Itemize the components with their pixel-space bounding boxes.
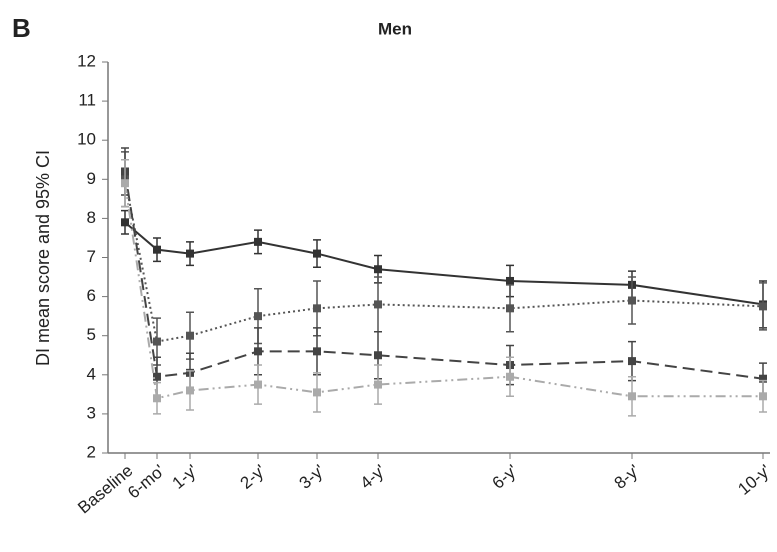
marker	[254, 347, 262, 356]
marker	[374, 380, 382, 389]
panel-label: B	[12, 13, 31, 43]
marker	[153, 394, 161, 403]
marker	[759, 392, 767, 401]
x-tick-label: 3-y'	[296, 461, 329, 493]
y-tick-label: 8	[87, 208, 96, 227]
x-tick-label: 2-y'	[237, 461, 270, 493]
marker	[186, 331, 194, 340]
marker	[628, 392, 636, 401]
marker	[313, 304, 321, 313]
marker	[374, 351, 382, 360]
y-tick-label: 2	[87, 442, 96, 461]
marker	[759, 374, 767, 383]
marker	[313, 347, 321, 356]
y-tick-label: 4	[87, 364, 96, 383]
marker	[153, 245, 161, 254]
marker	[186, 249, 194, 258]
x-tick-label: 6-y'	[489, 461, 522, 493]
marker	[254, 237, 262, 246]
y-tick-label: 9	[87, 169, 96, 188]
y-tick-label: 3	[87, 403, 96, 422]
series-line	[124, 221, 764, 306]
series-line	[124, 179, 764, 343]
marker	[121, 179, 129, 188]
marker	[254, 380, 262, 389]
marker	[628, 357, 636, 366]
x-tick-label: 8-y'	[611, 461, 644, 493]
marker	[153, 337, 161, 346]
marker	[313, 249, 321, 258]
marker	[374, 300, 382, 309]
y-tick-label: 12	[77, 51, 96, 70]
marker	[254, 312, 262, 321]
x-tick-label: 1-y'	[169, 461, 202, 493]
marker	[759, 302, 767, 311]
marker	[153, 372, 161, 381]
marker	[506, 304, 514, 313]
y-axis-label: DI mean score and 95% CI	[33, 150, 53, 366]
marker	[121, 218, 129, 227]
marker	[506, 276, 514, 285]
marker	[186, 386, 194, 395]
y-tick-label: 7	[87, 247, 96, 266]
marker	[506, 372, 514, 381]
x-tick-label: 10-y'	[734, 461, 774, 499]
y-tick-label: 11	[78, 91, 96, 110]
marker	[313, 388, 321, 397]
x-tick-label: 6-mo'	[124, 461, 168, 503]
marker	[628, 296, 636, 305]
chart-title: Men	[378, 19, 412, 38]
marker	[374, 265, 382, 274]
y-tick-label: 5	[87, 325, 96, 344]
y-tick-label: 6	[87, 286, 96, 305]
x-tick-label: 4-y'	[357, 461, 390, 493]
y-tick-label: 10	[77, 130, 96, 149]
